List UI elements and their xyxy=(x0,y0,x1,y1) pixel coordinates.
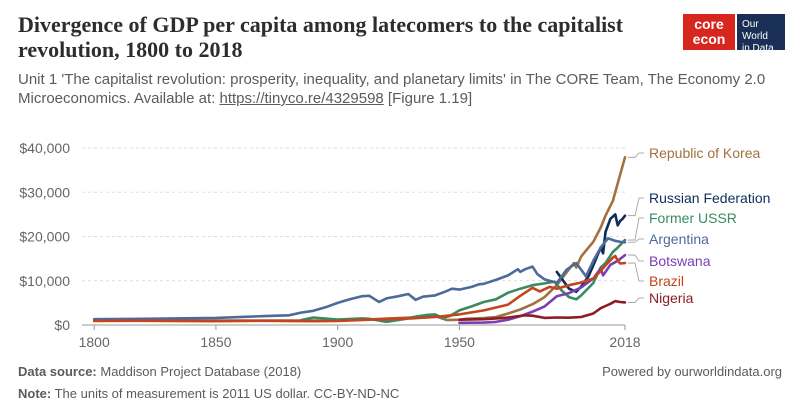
units-note: Note: The units of measurement is 2011 U… xyxy=(18,386,399,401)
label-connector xyxy=(628,197,644,217)
label-connector xyxy=(628,217,644,241)
x-tick-label: 2018 xyxy=(609,334,640,350)
series-label: Former USSR xyxy=(649,210,737,226)
core-econ-logo[interactable]: core econ xyxy=(683,14,735,50)
series-line xyxy=(458,253,627,325)
core-logo-line1: core xyxy=(694,16,724,32)
series-line xyxy=(299,238,627,324)
chart-subtitle: Unit 1 'The capitalist revolution: prosp… xyxy=(18,70,788,108)
subtitle-line1: Unit 1 'The capitalist revolution: prosp… xyxy=(18,71,766,88)
owid-logo[interactable]: Our World in Data xyxy=(737,14,785,54)
series-line xyxy=(141,156,627,322)
series-line xyxy=(458,299,627,321)
core-logo-line2: econ xyxy=(692,31,726,47)
source-label: Data source: xyxy=(18,364,97,379)
source-link[interactable]: https://tinyco.re/4329598 xyxy=(219,90,384,107)
y-tick-label: $30,000 xyxy=(19,184,70,200)
label-connector xyxy=(628,262,644,282)
y-tick-label: $20,000 xyxy=(19,229,70,245)
owid-logo-line1: Our World xyxy=(742,19,768,42)
label-connector xyxy=(628,152,644,158)
subtitle-suffix: [Figure 1.19] xyxy=(383,90,473,107)
series-line xyxy=(92,237,627,321)
chart-title: Divergence of GDP per capita among latec… xyxy=(18,12,624,62)
x-tick-label: 1800 xyxy=(79,334,110,350)
series-label: Nigeria xyxy=(649,290,694,306)
subtitle-prefix: Microeconomics. Available at: xyxy=(18,90,220,107)
series-label: Russian Federation xyxy=(649,190,770,206)
label-connector xyxy=(628,297,644,303)
x-tick-label: 1900 xyxy=(322,334,353,350)
series-label: Brazil xyxy=(649,273,684,289)
note-label: Note: xyxy=(18,386,52,401)
data-source-note: Data source: Maddison Project Database (… xyxy=(18,364,301,379)
label-connector xyxy=(628,238,644,243)
x-tick-label: 1850 xyxy=(200,334,231,350)
y-tick-label: $0 xyxy=(54,317,70,333)
subtitle-line2: Microeconomics. Available at: https://ti… xyxy=(18,89,788,108)
owid-logo-line2: in Data xyxy=(742,43,774,54)
powered-by-link[interactable]: Powered by ourworldindata.org xyxy=(602,364,782,379)
series-label: Botswana xyxy=(649,253,711,269)
y-tick-label: $40,000 xyxy=(19,140,70,156)
source-text: Maddison Project Database (2018) xyxy=(96,364,302,379)
series-line xyxy=(92,254,627,323)
series-label: Argentina xyxy=(649,231,709,247)
x-tick-label: 1950 xyxy=(444,334,475,350)
label-connector xyxy=(628,254,644,262)
y-tick-label: $10,000 xyxy=(19,273,70,289)
note-text: The units of measurement is 2011 US doll… xyxy=(51,386,400,401)
series-label: Republic of Korea xyxy=(649,145,761,161)
